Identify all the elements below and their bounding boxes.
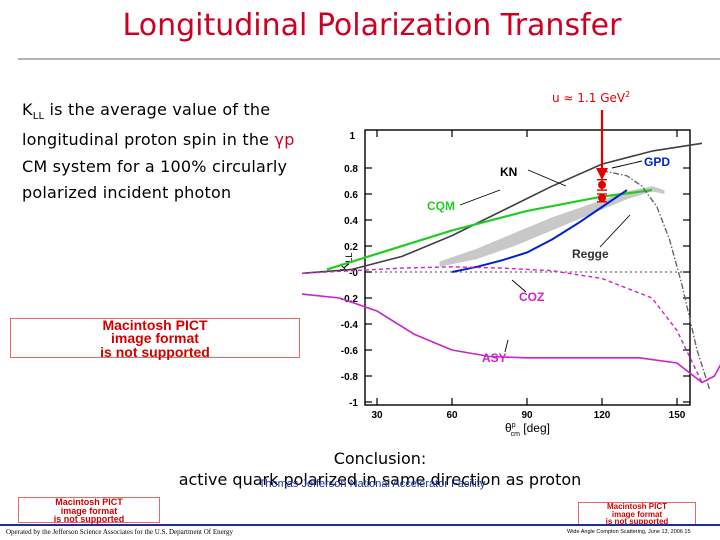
- series-label-cqm: CQM: [427, 199, 455, 213]
- y-tick-label: 0.8: [344, 164, 358, 175]
- x-axis-label-part: cm: [511, 431, 521, 438]
- pict-line: image format: [60, 505, 118, 516]
- x-axis-label-part: θ: [505, 421, 512, 435]
- paragraph-line-2: longitudinal proton spin in the γp: [22, 130, 295, 149]
- series-asy: [301, 293, 720, 384]
- pict-line: image format: [611, 509, 663, 519]
- proton-symbol: p: [284, 130, 295, 149]
- conclusion-heading: Conclusion:: [333, 449, 427, 468]
- y-tick-label: -0.2: [341, 294, 359, 305]
- x-tick-label: 60: [446, 410, 458, 421]
- conclusion-text: active quark polarized in same direction…: [178, 470, 582, 489]
- pict-line: is not supported: [53, 514, 125, 525]
- pict-line: Macintosh PICT: [102, 317, 208, 333]
- x-axis-label: θp cm [deg]: [505, 421, 550, 438]
- label-pointer-regge: [599, 214, 631, 248]
- conclusion: Conclusion: active quark polarized in sa…: [0, 448, 720, 490]
- y-axis-label-main: K: [337, 262, 352, 271]
- y-tick-label: 0.2: [344, 242, 358, 253]
- series-label-gpd: GPD: [644, 155, 670, 169]
- series-label-kn: KN: [500, 165, 517, 179]
- kll-subscript: LL: [32, 111, 45, 123]
- y-tick-label: -0.8: [341, 372, 359, 383]
- y-tick-label: -0: [349, 268, 358, 279]
- data-point: [598, 193, 606, 202]
- y-axis-label-sub: LL: [344, 253, 354, 263]
- footer-slide-info: Wide Angle Compton Scattering, June 13, …: [567, 529, 691, 535]
- gpd-uncertainty-band: [439, 186, 665, 267]
- x-tick-label: 150: [669, 410, 686, 421]
- annotation-arrow-head: [596, 168, 608, 180]
- series-label-asy: ASY: [482, 351, 507, 365]
- paragraph-line-2-text: longitudinal proton spin in the: [22, 130, 275, 149]
- x-tick-label: 120: [594, 410, 611, 421]
- series-label-coz: COZ: [519, 290, 544, 304]
- y-axis-label: KLL: [337, 253, 354, 272]
- y-tick-label: 0.4: [344, 216, 358, 227]
- x-tick-label: 90: [521, 410, 533, 421]
- operated-by: Operated by the Jefferson Science Associ…: [6, 528, 233, 536]
- slide-title: Longitudinal Polarization Transfer: [122, 8, 622, 43]
- title-divider: [18, 58, 720, 60]
- series-regge: [601, 169, 711, 390]
- data-point: [598, 180, 606, 189]
- label-pointer-kn: [527, 169, 567, 187]
- annotation-label: u ≈ 1.1 GeV2: [552, 90, 630, 105]
- label-pointer-gpd: [611, 160, 643, 169]
- series-gpd: [451, 189, 628, 273]
- plot-frame: [364, 129, 691, 406]
- annotation-label-part: ≈ 1.1 GeV: [560, 91, 626, 105]
- paragraph-line-1: KLL is the average value of the: [22, 100, 270, 122]
- y-tick-label: -0.6: [341, 346, 359, 357]
- facility-name: Thomas Jefferson National Accelerator Fa…: [258, 478, 486, 490]
- series-coz: [301, 266, 703, 383]
- series-label-regge: Regge: [572, 247, 609, 261]
- series-cqm: [326, 189, 653, 271]
- series-kn: [301, 142, 703, 275]
- annotation-label-part: 2: [625, 90, 630, 99]
- pict-line: is not supported: [605, 517, 669, 527]
- y-tick-label: -0.4: [341, 320, 359, 331]
- pict-placeholder-main: Macintosh PICT image format is not suppo…: [10, 317, 300, 360]
- pict-line: is not supported: [100, 343, 210, 360]
- x-axis-label-part: [deg]: [520, 421, 550, 435]
- kll-symbol: K: [22, 100, 33, 119]
- pict-line: image format: [111, 330, 199, 347]
- paragraph-line-4: polarized incident photon: [22, 183, 232, 202]
- label-pointer-cqm: [459, 189, 501, 206]
- x-axis-label-part: p: [512, 422, 516, 429]
- paragraph-line-3: CM system for a 100% circularly: [22, 157, 288, 176]
- paragraph-line-1-text: is the average value of the: [44, 100, 271, 119]
- y-tick-label: 0.6: [344, 190, 358, 201]
- annotation-label-part: u: [552, 91, 560, 105]
- pict-line: Macintosh PICT: [55, 497, 123, 507]
- label-pointer-coz: [511, 279, 527, 293]
- x-tick-label: 30: [371, 410, 383, 421]
- y-tick-label: -1: [349, 398, 358, 409]
- footer-divider: [0, 524, 720, 526]
- label-pointer-asy: [504, 339, 509, 353]
- pict-line: Macintosh PICT: [606, 502, 667, 511]
- pict-placeholder-bottom-right: Macintosh PICT image format is not suppo…: [578, 502, 696, 526]
- gamma-symbol: γ: [274, 130, 285, 149]
- y-top-label: 1: [349, 131, 355, 142]
- pict-placeholder-bottom-left: Macintosh PICT image format is not suppo…: [18, 497, 160, 523]
